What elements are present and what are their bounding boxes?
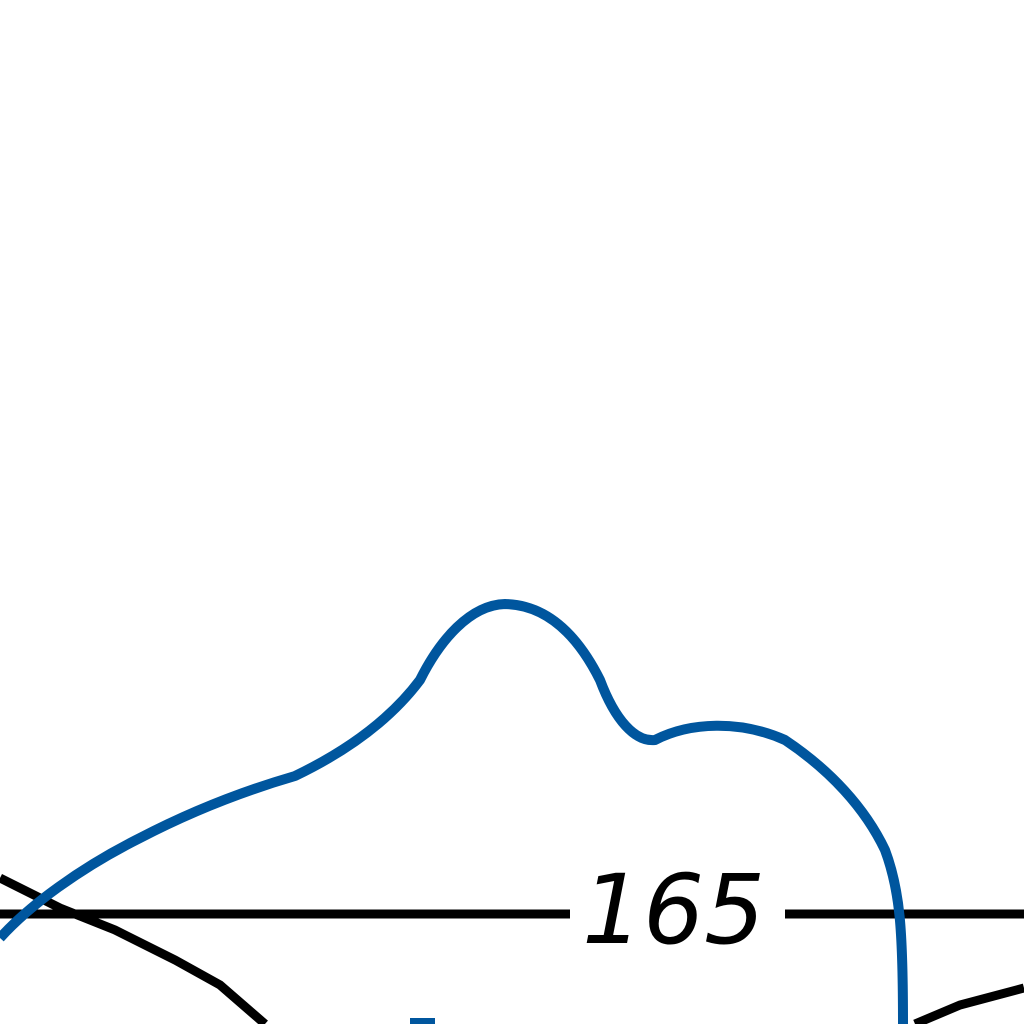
boundary-outline [0, 599, 908, 1024]
diagonal-line-left [0, 873, 268, 1024]
contour-elevation-label: 165 [582, 854, 765, 966]
diagonal-line-right [913, 983, 1024, 1024]
